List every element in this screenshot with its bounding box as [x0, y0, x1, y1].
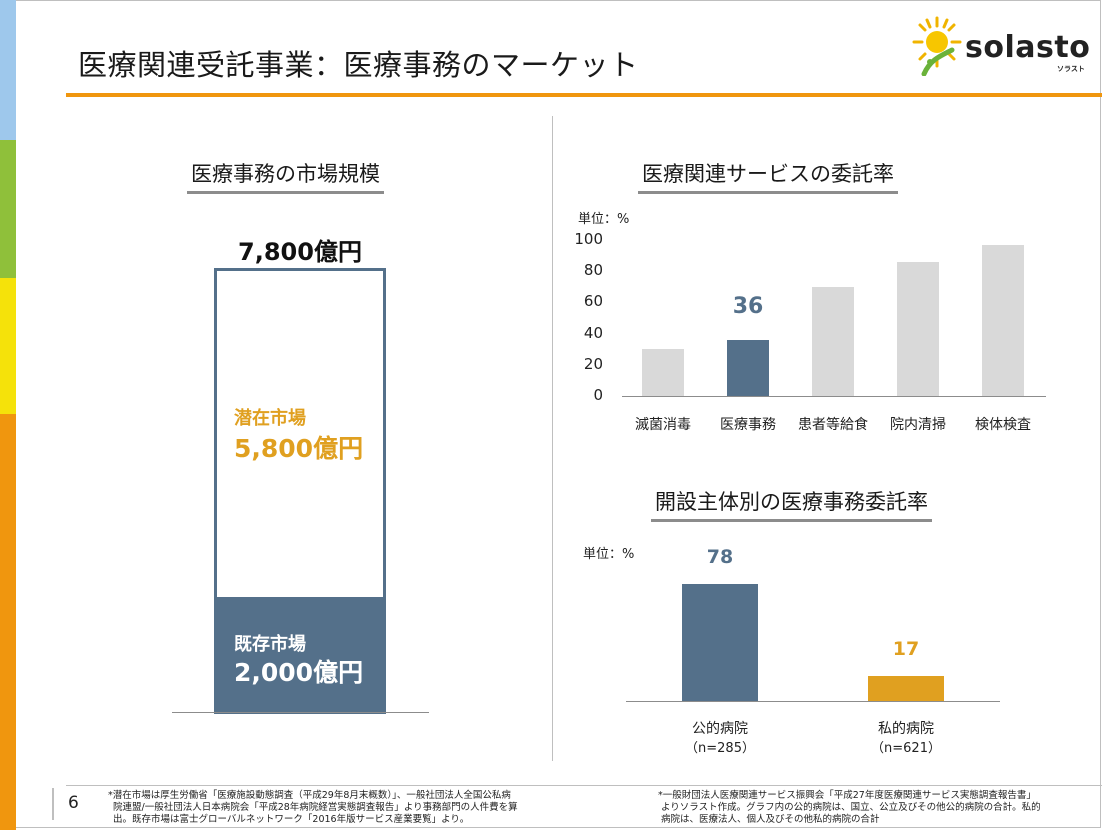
existing-market-amount: 2,000億円 — [234, 658, 364, 687]
y-tick-label: 0 — [593, 386, 603, 404]
chart1-category-label: 検体検査 — [975, 417, 1031, 433]
total-market-value: 7,800億円 — [238, 238, 362, 266]
potential-market-label: 潜在市場 — [234, 408, 306, 429]
stripe-orange — [0, 414, 16, 830]
chart2-sample-label: （n=285） — [685, 741, 755, 756]
logo-subtext: ソラスト — [1057, 65, 1085, 73]
chart1-baseline — [622, 396, 1046, 397]
chart1-bar — [982, 244, 1024, 396]
page-number-bar — [52, 788, 54, 820]
y-tick-label: 100 — [574, 230, 603, 248]
y-tick-label: 40 — [583, 323, 603, 342]
y-tick-label: 80 — [583, 261, 603, 280]
page-number: 6 — [68, 793, 79, 813]
footnote-right-line: *一般財団法人医療関連サービス振興会「平成27年度医療関連サービス実態調査報告書… — [658, 790, 1036, 801]
chart1-category-label: 患者等給食 — [798, 417, 868, 433]
chart1-category-label: 院内清掃 — [890, 417, 946, 433]
chart2-data-label: 17 — [892, 637, 920, 660]
potential-market-amount: 5,800億円 — [234, 434, 364, 463]
title-underline — [66, 93, 1102, 97]
footnote-right-line: 病院は、医療法人、個人及びその他私的病院の合計 — [661, 814, 880, 825]
chart1-data-label: 36 — [732, 293, 764, 319]
stripe-blue — [0, 0, 16, 140]
footnote-right: *一般財団法人医療関連サービス振興会「平成27年度医療関連サービス実態調査報告書… — [658, 790, 1041, 826]
chart1-bar — [642, 349, 684, 396]
sun-logo-icon — [912, 16, 962, 76]
chart1-category-label: 滅菌消毒 — [635, 417, 691, 433]
footnote-left-line: 院連盟/一般社団法人日本病院会「平成28年病院経営実態調査報告」より事務部門の人… — [113, 802, 518, 813]
existing-market-label: 既存市場 — [234, 634, 306, 655]
chart2-category-label: 私的病院 — [878, 721, 934, 737]
stripe-green — [0, 140, 16, 278]
chart2-category-label: 公的病院 — [692, 721, 748, 737]
market-baseline — [172, 712, 429, 713]
y-tick-label: 20 — [583, 354, 603, 373]
footnote-left-line: 出。既存市場は富士グローバルネットワーク「2016年版サービス産業要覧」より。 — [113, 814, 470, 825]
footnote-left-line: *潜在市場は厚生労働省「医療施設動態調査（平成29年8月末概数）」、一般社団法人… — [108, 790, 511, 801]
chart2-baseline — [626, 701, 1000, 702]
stripe-yellow — [0, 278, 16, 414]
chart2-unit-label: 単位：% — [583, 547, 635, 562]
potential-market-block — [214, 268, 386, 600]
outsourcing-rate-heading: 医療関連サービスの委託率 — [638, 158, 898, 194]
chart2-bar — [868, 675, 944, 701]
page-title: 医療関連受託事業：医療事務のマーケット — [78, 48, 639, 82]
chart2-data-label: 78 — [706, 546, 734, 568]
footnote-left: *潜在市場は厚生労働省「医療施設動態調査（平成29年8月末概数）」、一般社団法人… — [108, 790, 518, 826]
chart2-sample-label: （n=621） — [871, 741, 941, 756]
chart1-unit-label: 単位：% — [578, 212, 630, 227]
y-tick-label: 60 — [583, 292, 603, 311]
footer-rule — [66, 785, 1102, 786]
existing-market-block — [214, 597, 386, 714]
chart1-bar — [897, 261, 939, 396]
operator-rate-heading: 開設主体別の医療事務委託率 — [651, 486, 932, 522]
footnote-right-line: よりソラスト作成。グラフ内の公的病院は、国立、公立及びその他公的病院の合計。私的 — [661, 802, 1041, 813]
chart1-category-label: 医療事務 — [720, 417, 776, 433]
chart2-bar — [682, 584, 758, 701]
market-size-heading: 医療事務の市場規模 — [187, 158, 384, 194]
panel-divider — [552, 116, 553, 761]
chart1-bar — [727, 339, 769, 396]
logo-wordmark: solasto — [965, 30, 1091, 65]
chart1-bar — [812, 286, 854, 396]
